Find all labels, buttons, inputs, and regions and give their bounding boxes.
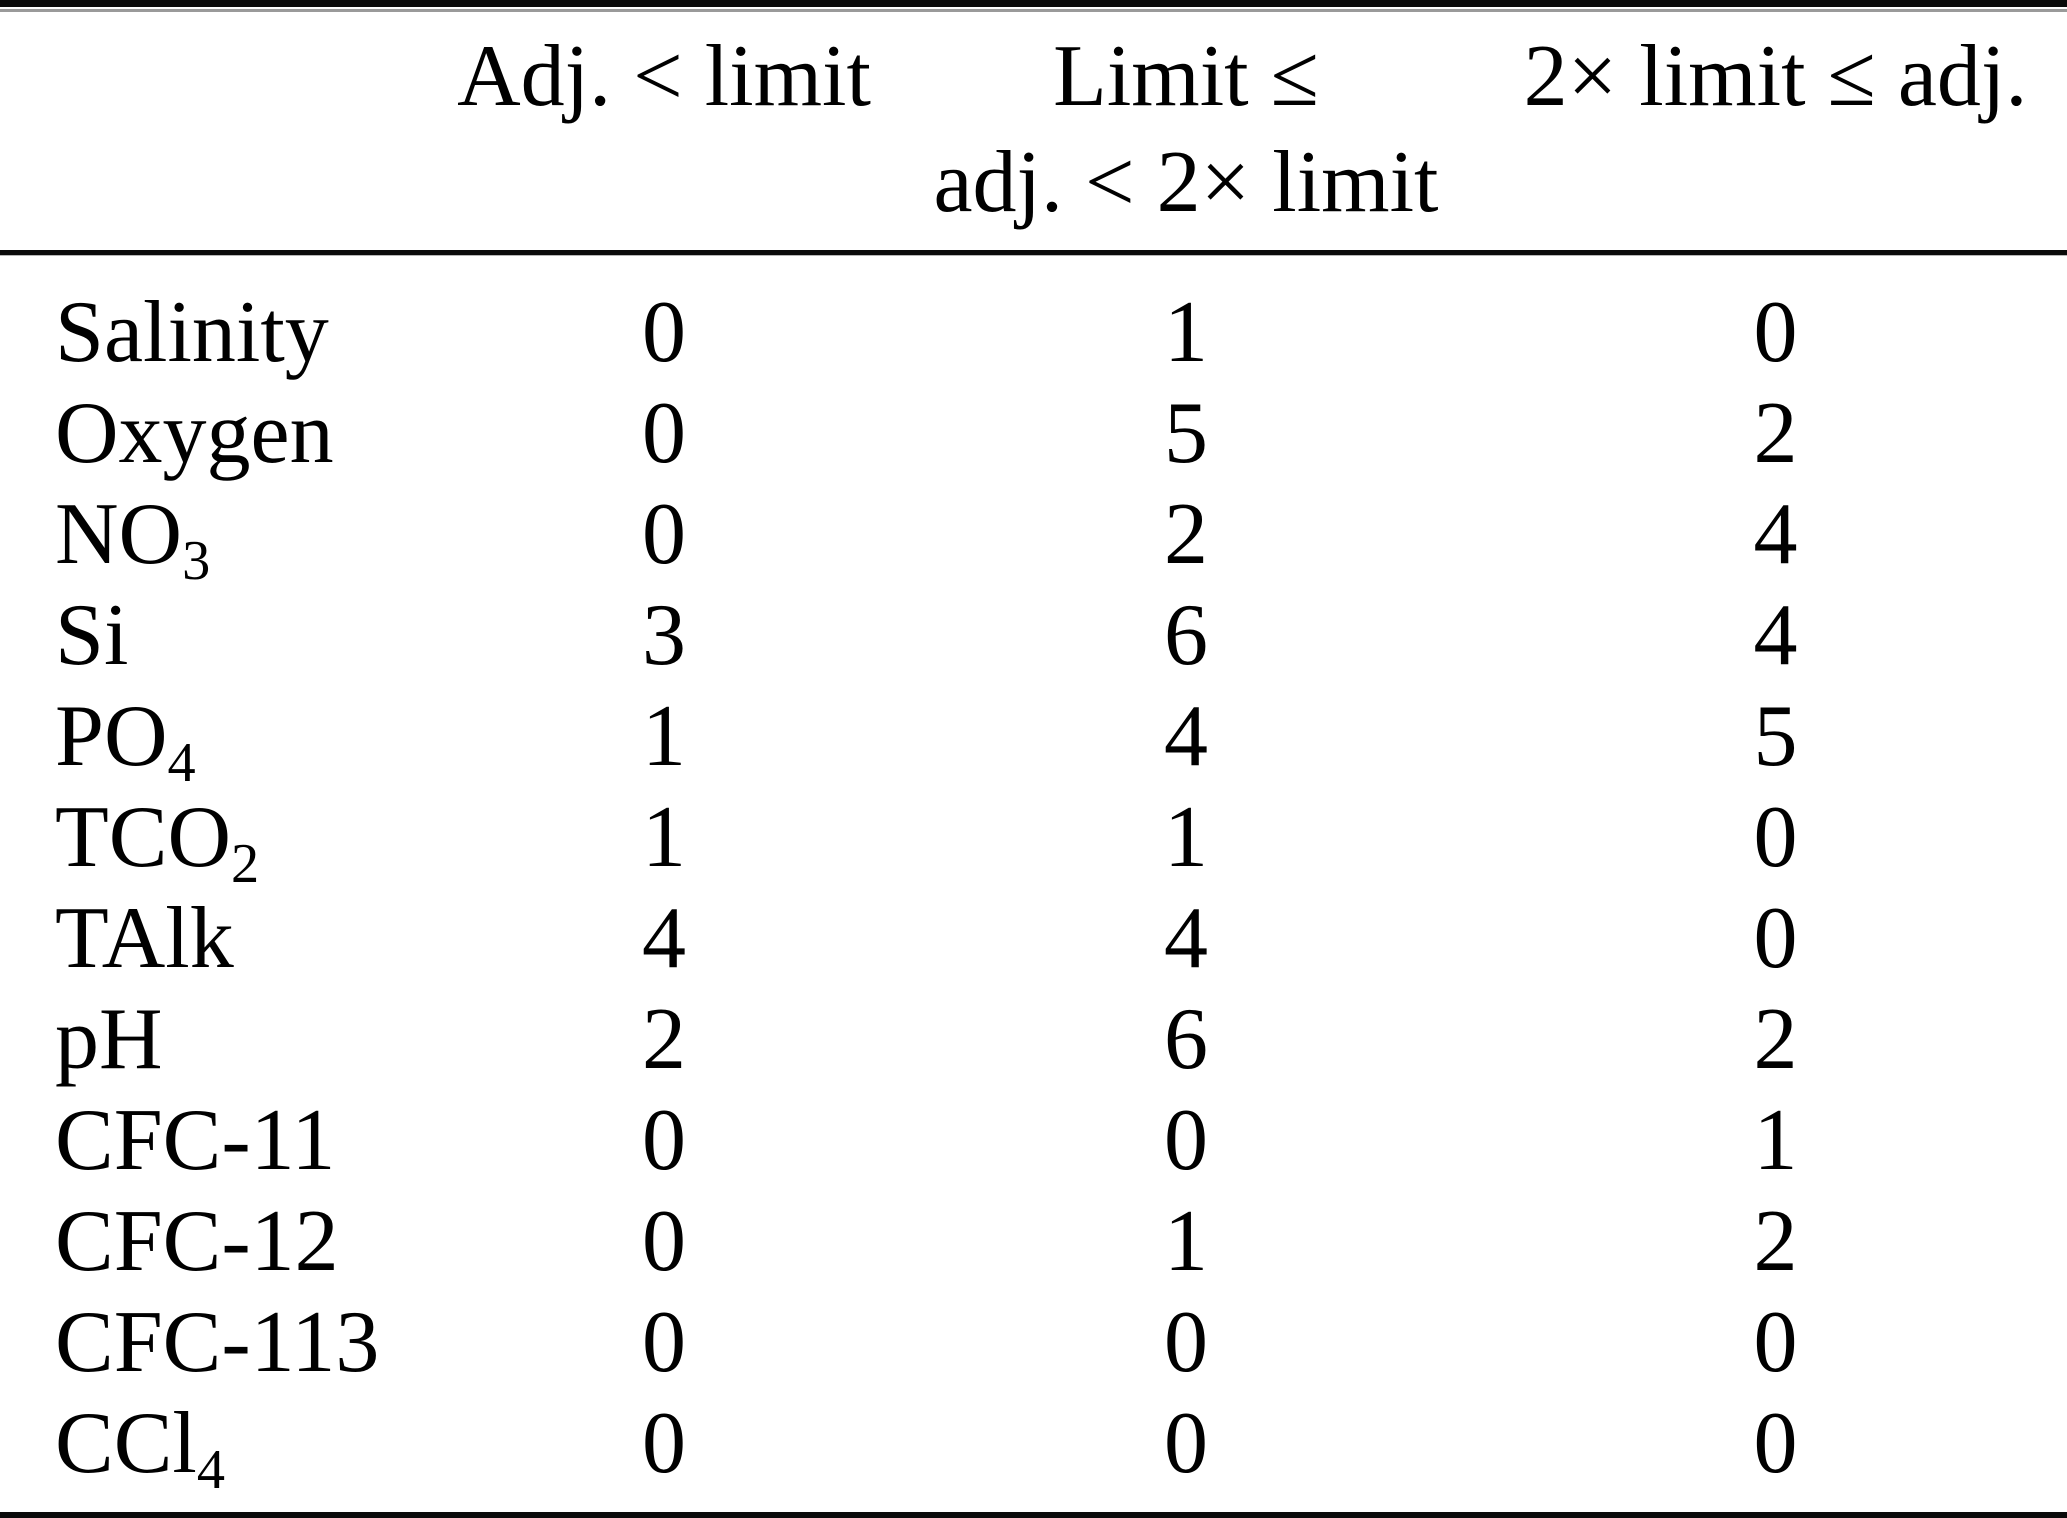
cell-value: 0 — [642, 1092, 686, 1189]
cell-value: 4 — [1164, 688, 1208, 785]
row-label-text: TCO — [55, 789, 231, 886]
row-label: CFC-113 — [0, 1292, 440, 1393]
row-label-text: Si — [55, 587, 129, 684]
row-label-text: PO — [55, 688, 168, 785]
row-label: NO3 — [0, 484, 440, 589]
table-row: PO4 1 4 5 — [0, 686, 2067, 791]
row-label: Salinity — [0, 282, 440, 383]
row-label-text: CCl — [55, 1395, 197, 1492]
cell-value: 1 — [1164, 284, 1208, 381]
cell-value: 1 — [1164, 789, 1208, 886]
cell-value: 2 — [1753, 991, 1798, 1088]
table-row: CFC-11 0 0 1 — [0, 1090, 2067, 1191]
row-label-text: CFC-113 — [55, 1294, 380, 1391]
cell-value: 2 — [1753, 1193, 1798, 1290]
top-rule-gap — [0, 7, 2067, 9]
row-label: Si — [0, 585, 440, 686]
cell-value: 0 — [1753, 890, 1798, 987]
cell-value: 0 — [642, 284, 686, 381]
row-label-sub: 2 — [231, 832, 260, 895]
cell-value: 4 — [1753, 486, 1798, 583]
header-label-line1: Limit ≤ — [1053, 28, 1319, 125]
table-row: CFC-12 0 1 2 — [0, 1191, 2067, 1292]
table-row: TAlk 4 4 0 — [0, 888, 2067, 989]
header-label: Adj. < limit — [457, 28, 871, 125]
table-row: Salinity 0 1 0 — [0, 282, 2067, 383]
row-label-sub: 3 — [182, 529, 211, 592]
cell-value: 6 — [1164, 587, 1208, 684]
cell-value: 0 — [642, 486, 686, 583]
cell-value: 0 — [642, 1294, 686, 1391]
cell-value: 6 — [1164, 991, 1208, 1088]
cell-value: 1 — [642, 688, 686, 785]
row-label: CFC-12 — [0, 1191, 440, 1292]
cell-value: 4 — [642, 890, 686, 987]
cell-value: 0 — [1164, 1092, 1208, 1189]
cell-value: 0 — [642, 385, 686, 482]
row-label-text: Salinity — [55, 284, 329, 381]
cell-value: 0 — [1753, 1294, 1798, 1391]
row-label: CCl4 — [0, 1393, 440, 1498]
row-label-sub: 4 — [167, 731, 196, 794]
table-row: CFC-113 0 0 0 — [0, 1292, 2067, 1393]
cell-value: 2 — [642, 991, 686, 1088]
cell-value: 1 — [1164, 1193, 1208, 1290]
row-label: pH — [0, 989, 440, 1090]
cell-value: 3 — [642, 587, 686, 684]
table-row: Oxygen 0 5 2 — [0, 383, 2067, 484]
header-cell-limit-le-adj-lt-2x-limit: Limit ≤ adj. < 2× limit — [888, 24, 1484, 236]
cell-value: 5 — [1753, 688, 1798, 785]
header-label-line2: adj. < 2× limit — [933, 134, 1439, 231]
table-row: CCl4 0 0 0 — [0, 1393, 2067, 1498]
table-header-row: Adj. < limit Limit ≤ adj. < 2× limit 2× … — [0, 12, 2067, 250]
header-separator-rule — [0, 250, 2067, 255]
bottom-rule — [0, 1512, 2067, 1518]
row-label-text: TAlk — [55, 890, 234, 987]
cell-value: 0 — [642, 1395, 686, 1492]
top-rule-primary — [0, 0, 2067, 7]
cell-value: 0 — [1164, 1395, 1208, 1492]
row-label-sub: 4 — [196, 1438, 225, 1501]
cell-value: 1 — [642, 789, 686, 886]
row-label-text: pH — [55, 991, 163, 1088]
row-label: PO4 — [0, 686, 440, 791]
table-row: pH 2 6 2 — [0, 989, 2067, 1090]
cell-value: 2 — [1164, 486, 1208, 583]
row-label: TCO2 — [0, 787, 440, 892]
row-label: TAlk — [0, 888, 440, 989]
table-row: Si 3 6 4 — [0, 585, 2067, 686]
header-separator-rule-shadow — [0, 255, 2067, 256]
row-label: Oxygen — [0, 383, 440, 484]
row-label: CFC-11 — [0, 1090, 440, 1191]
cell-value: 0 — [1164, 1294, 1208, 1391]
header-label: 2× limit ≤ adj. — [1523, 28, 2028, 125]
table-body: Salinity 0 1 0 Oxygen 0 5 2 NO3 0 2 4 Si… — [0, 256, 2067, 1498]
header-cell-adj-lt-limit: Adj. < limit — [440, 24, 888, 236]
cell-value: 1 — [1753, 1092, 1798, 1189]
cell-value: 2 — [1753, 385, 1798, 482]
row-label-text: NO — [55, 486, 183, 583]
cell-value: 0 — [1753, 789, 1798, 886]
cell-value: 0 — [1753, 284, 1798, 381]
cell-value: 4 — [1164, 890, 1208, 987]
row-label-text: CFC-11 — [55, 1092, 336, 1189]
table-row: TCO2 1 1 0 — [0, 787, 2067, 892]
cell-value: 5 — [1164, 385, 1208, 482]
row-label-text: CFC-12 — [55, 1193, 339, 1290]
header-cell-2x-limit-le-adj: 2× limit ≤ adj. — [1484, 24, 2067, 236]
cell-value: 0 — [642, 1193, 686, 1290]
cell-value: 4 — [1753, 587, 1798, 684]
header-cell-empty — [0, 24, 440, 236]
row-label-text: Oxygen — [55, 385, 334, 482]
cell-value: 0 — [1753, 1395, 1798, 1492]
table-row: NO3 0 2 4 — [0, 484, 2067, 589]
top-rule-secondary — [0, 9, 2067, 12]
